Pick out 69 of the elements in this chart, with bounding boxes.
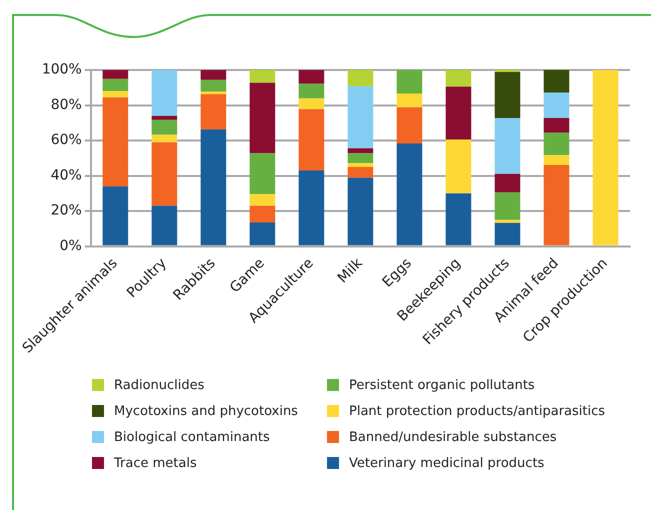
bar xyxy=(152,120,178,135)
bar xyxy=(102,186,128,246)
bar xyxy=(396,107,422,144)
bar xyxy=(348,148,374,154)
bar xyxy=(544,92,570,118)
bar xyxy=(200,92,226,94)
bar xyxy=(446,86,472,140)
bar xyxy=(102,70,128,79)
bar xyxy=(152,70,178,116)
legend-label: Veterinary medicinal products xyxy=(349,456,544,470)
legend-label: Biological contaminants xyxy=(114,430,270,444)
legend-label: Banned/undesirable substances xyxy=(349,430,557,444)
bar xyxy=(102,97,128,186)
bar xyxy=(200,129,226,246)
legend-label: Plant protection products/antiparasitics xyxy=(349,404,606,418)
y-tick-label: 0% xyxy=(60,238,82,254)
bar xyxy=(200,94,226,130)
bar xyxy=(544,155,570,166)
bar xyxy=(544,165,570,246)
bar xyxy=(250,153,276,194)
bar xyxy=(396,93,422,108)
bar xyxy=(348,178,374,246)
bar xyxy=(298,170,324,246)
bar xyxy=(544,118,570,133)
bar xyxy=(494,174,520,192)
bar xyxy=(200,70,226,80)
legend-label: Trace metals xyxy=(114,456,197,470)
bar xyxy=(348,153,374,164)
bar xyxy=(298,84,324,98)
bar xyxy=(250,206,276,222)
bar xyxy=(592,70,618,246)
y-tick-label: 100% xyxy=(42,62,82,78)
y-tick-label: 20% xyxy=(50,202,82,219)
bar xyxy=(348,166,374,178)
bar xyxy=(446,139,472,194)
bar xyxy=(544,70,570,93)
bar xyxy=(446,70,472,87)
bar xyxy=(446,193,472,246)
bar xyxy=(494,220,520,223)
bar xyxy=(250,82,276,154)
bar xyxy=(348,70,374,86)
bar xyxy=(152,206,178,246)
bar xyxy=(250,222,276,246)
bar xyxy=(396,144,422,246)
bar xyxy=(200,80,226,92)
y-tick-label: 40% xyxy=(50,167,82,184)
legend-label: Persistent organic pollutants xyxy=(349,378,535,392)
bar xyxy=(544,132,570,156)
bar xyxy=(494,192,520,220)
bar xyxy=(102,91,128,98)
bar xyxy=(298,98,324,110)
bar xyxy=(250,70,276,83)
bar xyxy=(494,72,520,118)
y-tick-label: 60% xyxy=(50,132,82,148)
bar xyxy=(298,109,324,170)
bar xyxy=(298,70,324,84)
bar xyxy=(396,70,422,94)
bar xyxy=(494,222,520,246)
bar xyxy=(152,116,178,120)
bar xyxy=(494,118,520,174)
bar xyxy=(348,86,374,148)
bar xyxy=(348,163,374,167)
legend-label: Mycotoxins and phycotoxins xyxy=(114,404,298,418)
bar xyxy=(152,134,178,142)
bar xyxy=(250,194,276,206)
bar xyxy=(152,142,178,206)
y-tick-label: 80% xyxy=(50,96,82,113)
bar xyxy=(102,78,128,92)
legend-label: Radionuclides xyxy=(114,378,204,392)
